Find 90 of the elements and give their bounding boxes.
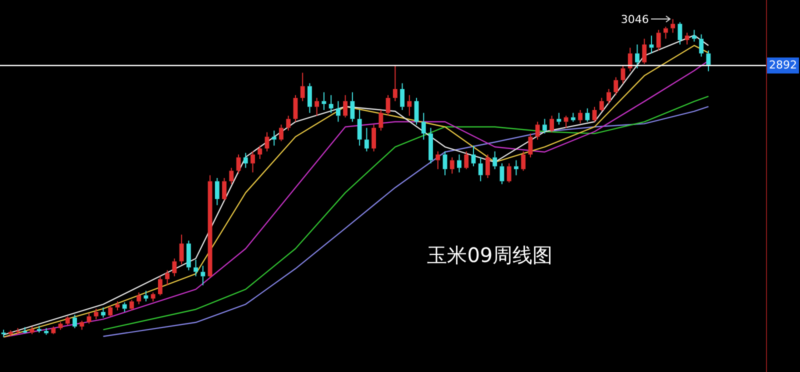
candlestick (308, 82, 312, 114)
candlestick (65, 316, 70, 326)
candlestick (428, 127, 433, 164)
candlestick (300, 72, 305, 102)
candlestick (550, 115, 554, 133)
candlestick (678, 22, 682, 46)
candlestick (457, 154, 462, 173)
candlestick (136, 292, 142, 305)
candlestick (628, 47, 632, 72)
candlestick (635, 44, 640, 69)
candlestick (44, 328, 48, 336)
candlestick (343, 94, 348, 118)
candlestick (8, 330, 13, 337)
candlestick (229, 167, 234, 185)
candlestick (336, 100, 340, 122)
candlestick (606, 88, 611, 104)
candlestick (506, 162, 512, 184)
candlestick (692, 29, 696, 42)
candlestick (108, 305, 113, 317)
candlestick (442, 150, 448, 176)
candlestick (564, 115, 568, 128)
candlestick (1, 329, 6, 338)
candlestick (222, 178, 226, 201)
candlestick (535, 121, 540, 140)
candlestick (314, 97, 320, 116)
candlestick (101, 306, 106, 318)
candlestick (36, 325, 42, 334)
candlestick (486, 154, 490, 179)
candlestick (364, 127, 369, 152)
candlestick (194, 259, 198, 277)
candlestick (670, 18, 676, 34)
candlestick (200, 265, 206, 286)
candlestick (328, 94, 334, 114)
candlestick (122, 302, 127, 312)
candlestick (528, 133, 533, 158)
candlestick (16, 328, 20, 335)
candlestick (664, 26, 668, 40)
candlestick (243, 152, 248, 168)
candlestick (471, 145, 476, 167)
candlestick (407, 94, 412, 116)
candlestick (30, 326, 34, 335)
candlestick (258, 145, 262, 160)
candlestick (94, 308, 98, 320)
candlestick (179, 234, 184, 265)
annotation: 3046 (620, 12, 649, 26)
candlestick (642, 38, 647, 64)
candlestick (585, 108, 590, 122)
candlestick (542, 118, 547, 134)
candlestick (208, 174, 212, 278)
candlestick (51, 326, 56, 335)
candlestick (556, 112, 562, 126)
candlestick (378, 110, 384, 132)
candlestick (478, 156, 483, 182)
candlestick (165, 270, 170, 286)
candlestick (322, 92, 326, 111)
candlestick (22, 326, 28, 333)
candlestick (279, 124, 284, 142)
candlestick (272, 130, 276, 146)
candlestick (414, 97, 419, 126)
candlestick (214, 178, 220, 206)
candlestick (699, 34, 704, 58)
candlestick (392, 65, 398, 102)
candlestick (421, 112, 426, 140)
candlestick (130, 299, 134, 311)
candlestick (286, 115, 291, 132)
candlestick (400, 82, 404, 111)
candlestick (186, 240, 191, 271)
candlestick (58, 322, 63, 330)
candlestick (684, 32, 690, 46)
candlestick (578, 110, 582, 124)
text: 2892 (769, 58, 797, 72)
candlestick (599, 97, 604, 112)
candlestick (521, 150, 526, 172)
candlestick (450, 156, 454, 174)
candlestick (250, 150, 255, 173)
annotation: 玉米09周线图 (427, 242, 553, 267)
candlestick (386, 94, 390, 116)
candlestick (656, 29, 661, 52)
candlestick (264, 132, 270, 152)
candlestick (492, 150, 498, 170)
candlestick (150, 292, 156, 302)
candlestick (293, 94, 298, 122)
candlestick (357, 110, 362, 146)
candlestick (614, 76, 618, 96)
candlestick (350, 92, 355, 122)
candlestick (706, 50, 711, 72)
candlestick (436, 150, 440, 170)
candlestick (172, 258, 177, 277)
candlestick (158, 276, 162, 296)
candlestick (372, 124, 376, 152)
